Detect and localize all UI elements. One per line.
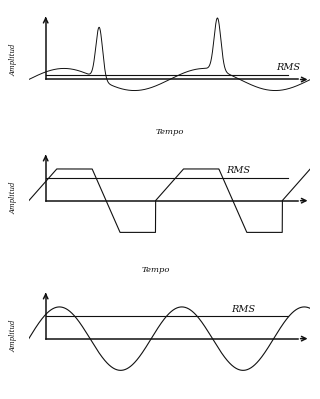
Text: RMS: RMS <box>226 166 250 175</box>
Text: RMS: RMS <box>232 304 256 314</box>
Text: Amplitud: Amplitud <box>10 181 18 214</box>
Text: Tempo: Tempo <box>156 128 184 136</box>
Text: Amplitud: Amplitud <box>10 43 18 76</box>
Text: Amplitud: Amplitud <box>10 319 18 352</box>
Text: RMS: RMS <box>276 63 300 72</box>
Text: Tempo: Tempo <box>141 266 170 274</box>
